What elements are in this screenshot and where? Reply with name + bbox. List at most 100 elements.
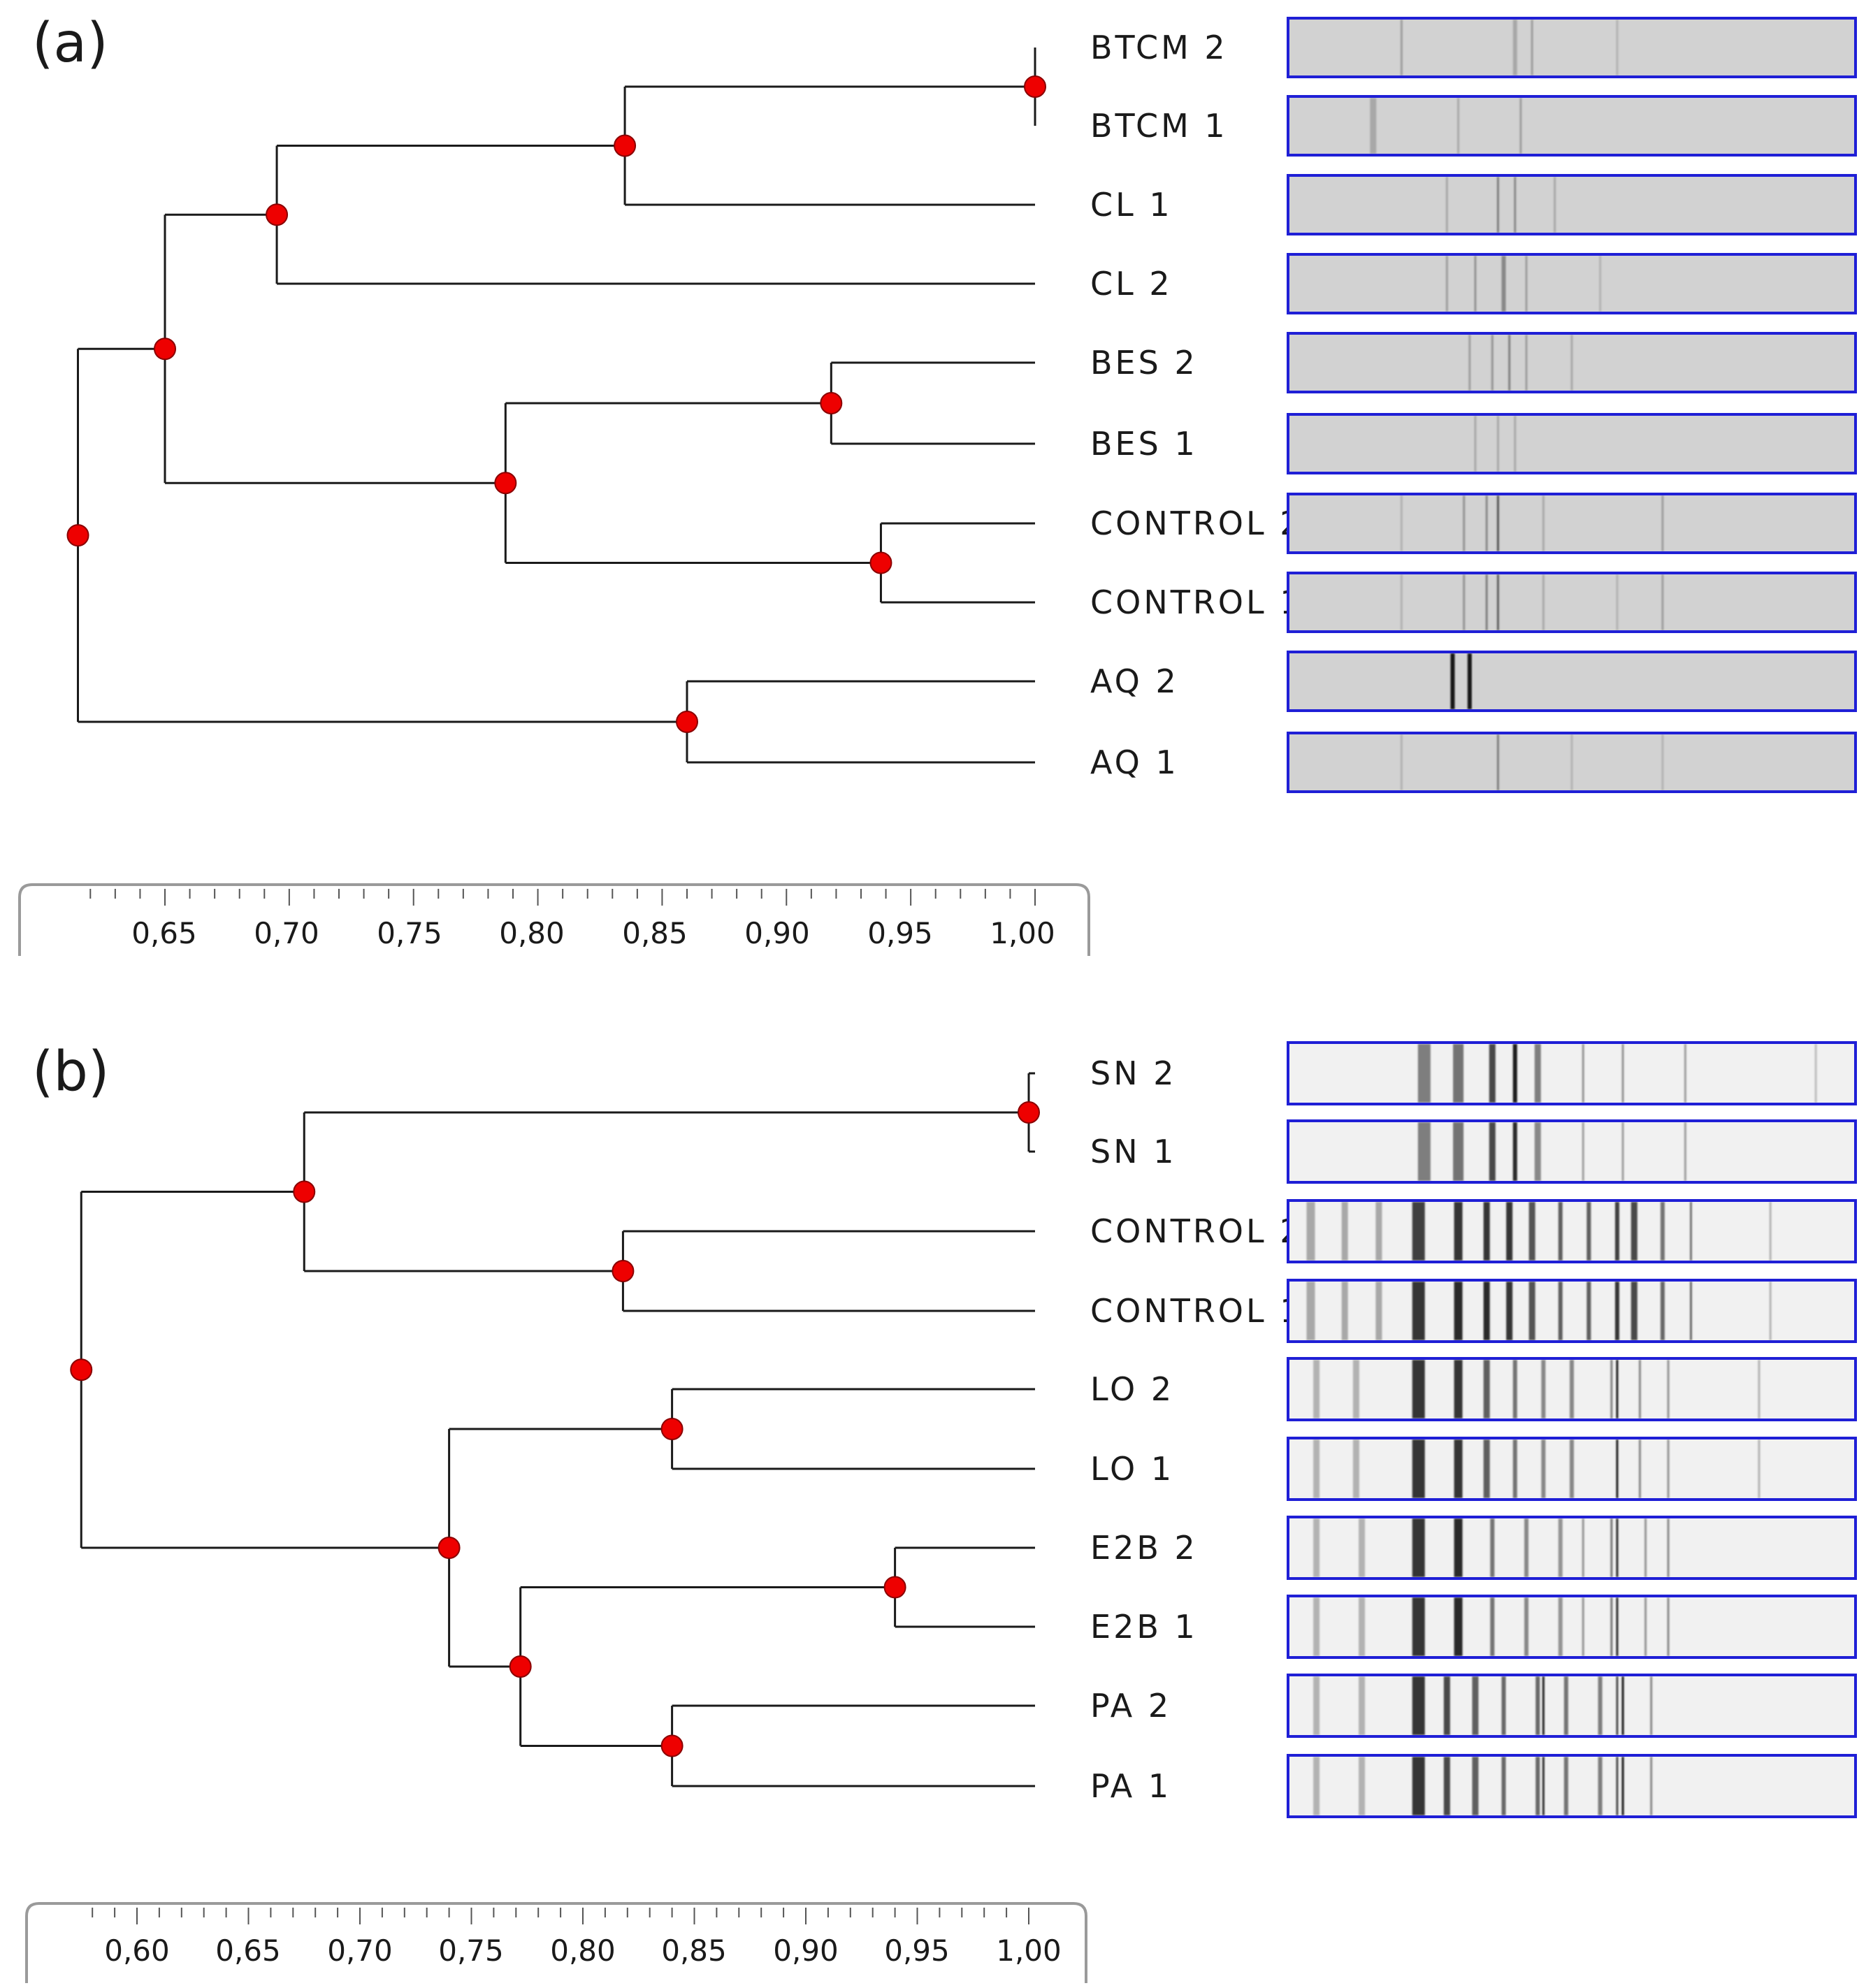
gel-band: [1443, 1757, 1450, 1815]
dendrogram-node: [869, 551, 892, 574]
gel-band: [1496, 416, 1499, 472]
gel-band: [1352, 1360, 1359, 1419]
gel-band: [1650, 1676, 1653, 1735]
gel-band: [1616, 1439, 1619, 1498]
gel-band: [1563, 1757, 1568, 1815]
gel-band: [1667, 1597, 1670, 1656]
gel-bands: [1306, 1282, 1772, 1340]
gel-lane-border: [1287, 1279, 1857, 1343]
gel-band: [1524, 1597, 1529, 1656]
gel-bands: [1313, 1676, 1653, 1735]
gel-band: [1512, 1122, 1517, 1181]
gel-band: [1534, 1044, 1541, 1103]
dendrogram-node: [676, 711, 698, 733]
gel-band: [1506, 1282, 1513, 1340]
gel-lane-border: [1287, 1357, 1857, 1421]
gel-band: [1614, 1202, 1619, 1261]
leaf-label: CL 2: [1090, 265, 1173, 303]
gel-band: [1570, 734, 1573, 790]
gel-band: [1535, 1757, 1540, 1815]
gel-band: [1814, 1044, 1817, 1103]
gel-band: [1582, 1044, 1584, 1103]
gel-band: [1472, 1676, 1479, 1735]
gel-lane-background: [1288, 1596, 1856, 1657]
axis-tick-label: 0,75: [377, 916, 442, 950]
gel-band: [1453, 1122, 1464, 1181]
dendrogram-node: [293, 1180, 316, 1203]
gel-band: [1758, 1360, 1760, 1419]
gel-bands: [1313, 1757, 1653, 1815]
gel-band: [1454, 1282, 1463, 1340]
gel-lane: [1287, 1754, 1857, 1818]
axis-tick-label: 0,65: [215, 1933, 281, 1968]
gel-band: [1313, 1518, 1320, 1577]
leaf-label: BES 1: [1090, 425, 1198, 463]
gel-band: [1450, 653, 1455, 709]
leaf-label: E2B 2: [1090, 1529, 1198, 1567]
gel-band: [1769, 1282, 1772, 1340]
gel-lane-background: [1288, 1280, 1856, 1342]
gel-band: [1341, 1282, 1348, 1340]
dendrogram-node: [660, 1418, 684, 1440]
gel-lane-border: [1287, 1199, 1857, 1263]
gel-band: [1610, 1597, 1613, 1656]
gel-band: [1667, 1439, 1670, 1498]
leaf-label: CL 1: [1090, 186, 1173, 224]
gel-lane-background: [1288, 573, 1856, 632]
gel-lane-border: [1287, 1516, 1857, 1580]
gel-bands: [1450, 653, 1472, 709]
panel-a-similarity-axis: 0,65 0,70 0,75 0,80 0,85 0,90 0,95 1,00: [18, 883, 1090, 956]
gel-band: [1661, 734, 1664, 790]
gel-lane: [1287, 651, 1857, 712]
gel-band: [1468, 335, 1471, 391]
gel-band: [1684, 1122, 1686, 1181]
gel-lane-background: [1288, 175, 1856, 234]
axis-tick-label: 0,80: [550, 1933, 616, 1968]
gel-lane-border: [1287, 493, 1857, 554]
gel-band: [1313, 1597, 1320, 1656]
gel-band: [1621, 1757, 1624, 1815]
gel-band: [1660, 1202, 1665, 1261]
gel-band: [1375, 1202, 1382, 1261]
leaf-label: AQ 1: [1090, 743, 1179, 781]
axis-tick-label: 0,60: [104, 1933, 170, 1968]
gel-band: [1616, 20, 1619, 75]
panel-b-gel-lanes: [1287, 1041, 1857, 1818]
gel-lane-border: [1287, 1437, 1857, 1501]
gel-lane-background: [1288, 1517, 1856, 1579]
gel-lane-border: [1287, 413, 1857, 474]
gel-lane: [1287, 493, 1857, 554]
gel-lane: [1287, 95, 1857, 157]
gel-band: [1690, 1202, 1693, 1261]
axis-tick-label: 0,90: [744, 916, 810, 950]
gel-band: [1412, 1757, 1425, 1815]
gel-bands: [1417, 1044, 1817, 1103]
gel-band: [1621, 1044, 1624, 1103]
gel-bands: [1313, 1439, 1760, 1498]
gel-band: [1630, 1202, 1637, 1261]
dendrogram-node: [266, 203, 289, 226]
panel-a-gel-lanes: [1287, 17, 1857, 793]
gel-band: [1445, 177, 1448, 233]
axis-tick-label: 0,95: [884, 1933, 950, 1968]
gel-lane-background: [1288, 254, 1856, 313]
gel-band: [1483, 1202, 1490, 1261]
gel-band: [1644, 1597, 1647, 1656]
gel-band: [1616, 1757, 1619, 1815]
axis-tick-label: 1,00: [990, 916, 1055, 950]
gel-band: [1453, 1044, 1464, 1103]
gel-band: [1490, 1597, 1495, 1656]
gel-band: [1644, 1518, 1647, 1577]
gel-band: [1512, 1360, 1517, 1419]
gel-band: [1661, 495, 1664, 551]
gel-band: [1638, 1439, 1641, 1498]
gel-band: [1667, 1518, 1670, 1577]
gel-band: [1525, 335, 1528, 391]
leaf-label: CONTROL 1: [1090, 1292, 1303, 1330]
panel-a: (a) BTCM 2 BTCM 1 CL 1 CL 2 BES 2 BES 1 …: [18, 12, 1857, 956]
leaf-label: E2B 1: [1090, 1608, 1198, 1646]
gel-bands: [1468, 335, 1573, 391]
gel-band: [1570, 335, 1573, 391]
axis-tick-label: 0,70: [327, 1933, 393, 1968]
dendrogram-node: [509, 1655, 532, 1678]
